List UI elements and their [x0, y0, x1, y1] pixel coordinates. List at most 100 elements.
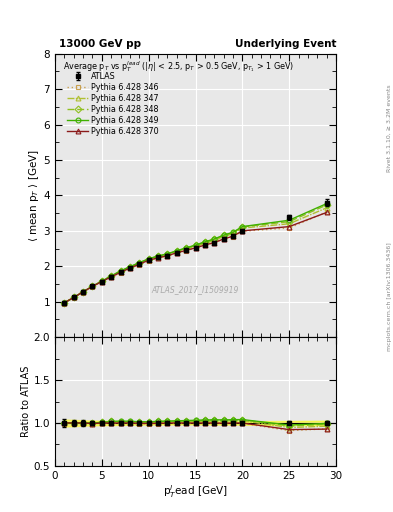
Pythia 6.428 349 [287, 217, 292, 223]
Pythia 6.428 348 [174, 248, 179, 254]
Pythia 6.428 347 [146, 257, 151, 263]
Pythia 6.428 348 [165, 251, 170, 257]
Pythia 6.428 347 [109, 273, 114, 279]
Pythia 6.428 349 [62, 300, 67, 306]
Text: 13000 GeV pp: 13000 GeV pp [59, 38, 141, 49]
Pythia 6.428 349 [184, 245, 189, 251]
Pythia 6.428 347 [81, 289, 86, 295]
Pythia 6.428 347 [118, 268, 123, 274]
Pythia 6.428 348 [184, 245, 189, 251]
Pythia 6.428 370 [174, 250, 179, 256]
Pythia 6.428 347 [165, 251, 170, 258]
Pythia 6.428 349 [128, 264, 132, 270]
Pythia 6.428 349 [212, 236, 217, 242]
Pythia 6.428 348 [118, 268, 123, 274]
Pythia 6.428 346 [193, 245, 198, 251]
Pythia 6.428 346 [109, 274, 114, 280]
Pythia 6.428 346 [146, 258, 151, 264]
Line: Pythia 6.428 370: Pythia 6.428 370 [62, 210, 329, 305]
Pythia 6.428 348 [221, 232, 226, 239]
Pythia 6.428 348 [72, 294, 76, 301]
Pythia 6.428 370 [231, 233, 235, 239]
Pythia 6.428 348 [128, 264, 132, 270]
Legend: ATLAS, Pythia 6.428 346, Pythia 6.428 347, Pythia 6.428 348, Pythia 6.428 349, P: ATLAS, Pythia 6.428 346, Pythia 6.428 34… [68, 72, 158, 136]
Pythia 6.428 348 [99, 278, 104, 284]
Pythia 6.428 370 [62, 300, 67, 306]
Pythia 6.428 347 [128, 264, 132, 270]
Pythia 6.428 349 [137, 260, 142, 266]
X-axis label: p$_T^l$ead [GeV]: p$_T^l$ead [GeV] [163, 483, 228, 500]
Pythia 6.428 349 [165, 251, 170, 257]
Pythia 6.428 370 [202, 242, 207, 248]
Pythia 6.428 347 [212, 238, 217, 244]
Pythia 6.428 349 [324, 201, 329, 207]
Pythia 6.428 347 [174, 249, 179, 255]
Pythia 6.428 347 [90, 283, 95, 289]
Pythia 6.428 347 [324, 205, 329, 211]
Pythia 6.428 348 [156, 253, 160, 259]
Pythia 6.428 370 [212, 240, 217, 246]
Pythia 6.428 349 [146, 256, 151, 262]
Pythia 6.428 348 [109, 273, 114, 279]
Pythia 6.428 370 [72, 294, 76, 301]
Pythia 6.428 348 [287, 219, 292, 225]
Pythia 6.428 349 [72, 294, 76, 301]
Pythia 6.428 370 [128, 265, 132, 271]
Pythia 6.428 347 [99, 278, 104, 284]
Pythia 6.428 349 [202, 239, 207, 245]
Pythia 6.428 348 [324, 202, 329, 208]
Pythia 6.428 349 [240, 224, 245, 230]
Pythia 6.428 347 [202, 240, 207, 246]
Pythia 6.428 348 [146, 256, 151, 262]
Line: Pythia 6.428 348: Pythia 6.428 348 [62, 203, 329, 305]
Pythia 6.428 349 [118, 268, 123, 274]
Pythia 6.428 349 [90, 283, 95, 289]
Y-axis label: Ratio to ATLAS: Ratio to ATLAS [21, 366, 31, 437]
Pythia 6.428 346 [231, 233, 235, 240]
Pythia 6.428 370 [137, 261, 142, 267]
Pythia 6.428 348 [240, 224, 245, 230]
Pythia 6.428 346 [99, 279, 104, 285]
Text: Rivet 3.1.10, ≥ 3.2M events: Rivet 3.1.10, ≥ 3.2M events [387, 84, 392, 172]
Pythia 6.428 370 [118, 269, 123, 275]
Pythia 6.428 346 [202, 242, 207, 248]
Y-axis label: ⟨ mean p$_T$ ⟩ [GeV]: ⟨ mean p$_T$ ⟩ [GeV] [27, 149, 41, 242]
Text: mcplots.cern.ch [arXiv:1306.3436]: mcplots.cern.ch [arXiv:1306.3436] [387, 243, 392, 351]
Pythia 6.428 348 [212, 237, 217, 243]
Pythia 6.428 370 [193, 245, 198, 251]
Line: Pythia 6.428 349: Pythia 6.428 349 [62, 201, 329, 305]
Pythia 6.428 370 [156, 254, 160, 261]
Pythia 6.428 347 [193, 243, 198, 249]
Pythia 6.428 346 [287, 225, 292, 231]
Pythia 6.428 370 [221, 236, 226, 242]
Pythia 6.428 370 [324, 209, 329, 216]
Pythia 6.428 346 [324, 209, 329, 215]
Pythia 6.428 346 [137, 262, 142, 268]
Pythia 6.428 349 [81, 289, 86, 295]
Line: Pythia 6.428 346: Pythia 6.428 346 [62, 209, 329, 305]
Pythia 6.428 347 [287, 221, 292, 227]
Pythia 6.428 346 [184, 248, 189, 254]
Pythia 6.428 346 [128, 265, 132, 271]
Pythia 6.428 348 [202, 239, 207, 245]
Pythia 6.428 346 [165, 253, 170, 259]
Pythia 6.428 370 [146, 257, 151, 263]
Pythia 6.428 370 [99, 279, 104, 285]
Pythia 6.428 346 [156, 255, 160, 261]
Pythia 6.428 370 [240, 228, 245, 234]
Pythia 6.428 346 [90, 284, 95, 290]
Line: Pythia 6.428 347: Pythia 6.428 347 [62, 205, 329, 305]
Pythia 6.428 370 [184, 247, 189, 253]
Pythia 6.428 348 [90, 283, 95, 289]
Pythia 6.428 348 [81, 289, 86, 295]
Pythia 6.428 346 [118, 270, 123, 276]
Pythia 6.428 346 [240, 228, 245, 234]
Pythia 6.428 349 [193, 242, 198, 248]
Pythia 6.428 349 [99, 278, 104, 284]
Pythia 6.428 370 [81, 289, 86, 295]
Pythia 6.428 347 [156, 253, 160, 260]
Text: Underlying Event: Underlying Event [235, 38, 336, 49]
Pythia 6.428 346 [221, 236, 226, 242]
Pythia 6.428 347 [72, 294, 76, 301]
Pythia 6.428 346 [81, 289, 86, 295]
